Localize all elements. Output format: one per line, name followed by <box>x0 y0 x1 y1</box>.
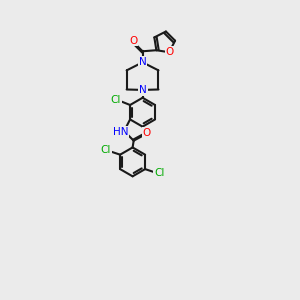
Text: O: O <box>129 36 137 46</box>
Text: N: N <box>139 85 147 95</box>
Text: Cl: Cl <box>154 168 164 178</box>
Text: N: N <box>139 57 146 67</box>
Text: O: O <box>143 128 151 138</box>
Text: Cl: Cl <box>101 146 111 155</box>
Text: O: O <box>166 47 174 57</box>
Text: HN: HN <box>112 127 128 137</box>
Text: Cl: Cl <box>111 95 121 105</box>
